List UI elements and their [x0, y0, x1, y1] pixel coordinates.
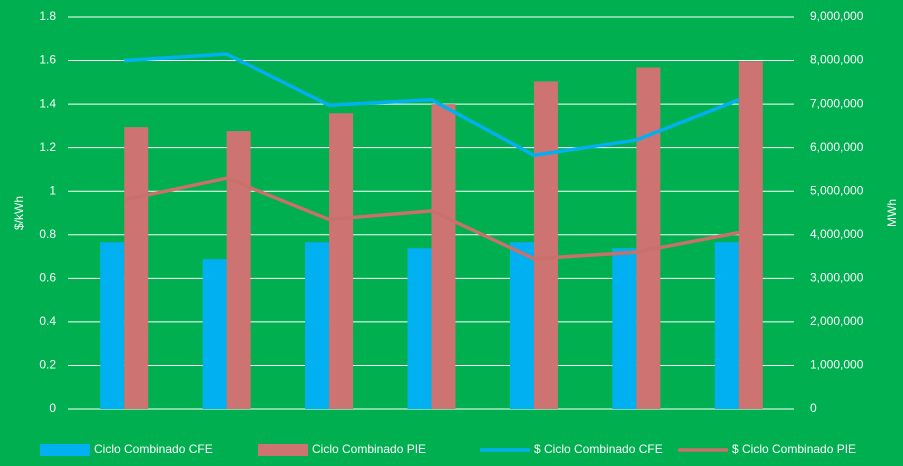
y-tick-label: 1.2: [39, 140, 56, 154]
y2-tick-label: 3,000,000: [810, 271, 864, 285]
bar: [407, 248, 432, 409]
bar: [305, 242, 330, 409]
legend-label: Ciclo Combinado CFE: [94, 442, 213, 456]
y2-tick-label: 9,000,000: [810, 9, 864, 23]
bar: [714, 242, 739, 409]
bar: [202, 259, 227, 409]
y2-tick-label: 8,000,000: [810, 53, 864, 67]
y-tick-label: 0.6: [39, 271, 56, 285]
y2-tick-label: 1,000,000: [810, 358, 864, 372]
legend-swatch: [40, 444, 90, 456]
line: [123, 176, 740, 261]
bar: [431, 104, 456, 409]
bar: [226, 131, 251, 410]
y2-tick-label: 2,000,000: [810, 314, 864, 328]
y2-tick-label: 7,000,000: [810, 96, 864, 110]
legend-label: $ Ciclo Combinado CFE: [534, 442, 663, 456]
y-tick-label: 0.2: [39, 358, 56, 372]
y-tick-label: 0.4: [39, 314, 56, 328]
bar: [738, 61, 763, 409]
y-tick-label: 0.8: [39, 227, 56, 241]
y2-axis-label: MWh: [885, 199, 899, 227]
y-tick-label: 1.6: [39, 53, 56, 67]
y2-tick-label: 0: [810, 401, 817, 415]
y2-tick-label: 6,000,000: [810, 140, 864, 154]
y-tick-label: 0: [49, 401, 56, 415]
bar: [329, 113, 354, 409]
y2-tick-label: 5,000,000: [810, 183, 864, 197]
bar: [124, 127, 149, 409]
y2-tick-label: 4,000,000: [810, 227, 864, 241]
y-tick-label: 1.4: [39, 96, 56, 110]
bar: [636, 67, 661, 409]
y-axis-label: $/kWh: [12, 196, 26, 230]
bar: [509, 242, 534, 409]
legend-label: Ciclo Combinado PIE: [312, 442, 426, 456]
bar: [100, 242, 125, 409]
y-tick-label: 1.8: [39, 9, 56, 23]
bar: [612, 248, 637, 409]
y-tick-label: 1: [49, 183, 56, 197]
bar: [533, 81, 558, 409]
legend-swatch: [258, 444, 308, 456]
legend-label: $ Ciclo Combinado PIE: [732, 442, 856, 456]
line: [124, 52, 740, 158]
